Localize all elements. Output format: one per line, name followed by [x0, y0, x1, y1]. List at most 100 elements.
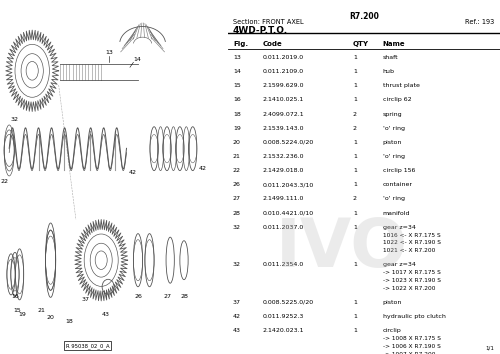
- Text: Name: Name: [383, 41, 406, 47]
- Text: 1: 1: [353, 262, 356, 267]
- Text: 14: 14: [134, 57, 141, 62]
- Text: 2: 2: [353, 126, 357, 131]
- Text: 2.1599.629.0: 2.1599.629.0: [263, 83, 304, 88]
- Text: piston: piston: [383, 140, 402, 145]
- Text: Section: FRONT AXEL: Section: FRONT AXEL: [233, 19, 304, 25]
- Text: 1: 1: [353, 83, 356, 88]
- Text: 16: 16: [233, 97, 240, 102]
- Text: circlip 156: circlip 156: [383, 168, 415, 173]
- Text: 26: 26: [233, 182, 241, 187]
- Text: -> 1006 X R7.190 S: -> 1006 X R7.190 S: [383, 344, 440, 349]
- Text: 32: 32: [233, 262, 241, 267]
- Text: circlip 62: circlip 62: [383, 97, 412, 102]
- Text: -> 1017 X R7.175 S: -> 1017 X R7.175 S: [383, 270, 440, 275]
- Text: Code: Code: [263, 41, 282, 47]
- Text: 1022 <- X R7.190 S: 1022 <- X R7.190 S: [383, 240, 441, 245]
- Text: gear z=34: gear z=34: [383, 262, 416, 267]
- Text: 1021 <- X R7.200: 1021 <- X R7.200: [383, 248, 435, 253]
- Text: shaft: shaft: [383, 55, 398, 60]
- Text: 1: 1: [353, 225, 356, 230]
- Text: 28: 28: [180, 294, 188, 299]
- Text: -> 1008 X R7.175 S: -> 1008 X R7.175 S: [383, 336, 441, 341]
- Text: 1: 1: [353, 154, 356, 159]
- Text: 13: 13: [233, 55, 241, 60]
- Text: R7.200: R7.200: [349, 12, 378, 21]
- Text: 1: 1: [353, 300, 356, 305]
- Text: 19: 19: [233, 126, 241, 131]
- Text: R 95038_02_0_A: R 95038_02_0_A: [66, 343, 109, 349]
- Text: 43: 43: [102, 312, 110, 316]
- Text: 2.1532.236.0: 2.1532.236.0: [263, 154, 304, 159]
- Text: 0.011.2037.0: 0.011.2037.0: [263, 225, 304, 230]
- Text: 'o' ring: 'o' ring: [383, 154, 405, 159]
- Text: 1: 1: [353, 69, 356, 74]
- Text: 13: 13: [106, 50, 113, 55]
- Text: IVO: IVO: [276, 215, 408, 281]
- Text: 18: 18: [65, 319, 73, 324]
- Text: 37: 37: [81, 297, 89, 302]
- Text: 43: 43: [233, 328, 241, 333]
- Text: Fig.: Fig.: [233, 41, 248, 47]
- Text: 27: 27: [164, 294, 172, 299]
- Text: 'o' ring: 'o' ring: [383, 196, 405, 201]
- Text: gear z=34: gear z=34: [383, 225, 416, 230]
- Text: hub: hub: [383, 69, 395, 74]
- Text: 14: 14: [233, 69, 241, 74]
- Text: 0.011.2043.3/10: 0.011.2043.3/10: [263, 182, 314, 187]
- Text: 26: 26: [134, 294, 142, 299]
- Text: 22: 22: [0, 179, 8, 184]
- Text: 0.011.9252.3: 0.011.9252.3: [263, 314, 304, 319]
- Text: 28: 28: [233, 211, 241, 216]
- Text: 21: 21: [38, 308, 46, 313]
- Text: 2.1499.111.0: 2.1499.111.0: [263, 196, 304, 201]
- Text: 2.4099.072.1: 2.4099.072.1: [263, 112, 304, 116]
- Text: 19: 19: [18, 312, 26, 316]
- Text: 0.011.2354.0: 0.011.2354.0: [263, 262, 304, 267]
- Text: -> 1022 X R7.200: -> 1022 X R7.200: [383, 286, 436, 291]
- Text: 1/1: 1/1: [486, 346, 494, 350]
- Text: 4WD-P.T.O.: 4WD-P.T.O.: [233, 26, 288, 35]
- Text: QTY: QTY: [353, 41, 369, 47]
- Text: 42: 42: [198, 166, 206, 171]
- Text: 20: 20: [233, 140, 241, 145]
- Text: 1: 1: [353, 140, 356, 145]
- Text: 37: 37: [233, 300, 241, 305]
- Text: 22: 22: [233, 168, 241, 173]
- Text: 32: 32: [233, 225, 241, 230]
- Text: 0.010.4421.0/10: 0.010.4421.0/10: [263, 211, 314, 216]
- Text: -> 1023 X R7.190 S: -> 1023 X R7.190 S: [383, 278, 441, 283]
- Text: container: container: [383, 182, 413, 187]
- Text: 1: 1: [353, 97, 356, 102]
- Text: 16: 16: [11, 294, 19, 299]
- Text: 1: 1: [353, 168, 356, 173]
- Text: 1016 <- X R7.175 S: 1016 <- X R7.175 S: [383, 233, 440, 238]
- Text: -> 1007 X R7.200: -> 1007 X R7.200: [383, 352, 436, 354]
- Text: 0.011.2109.0: 0.011.2109.0: [263, 69, 304, 74]
- Text: 42: 42: [129, 170, 137, 175]
- Text: 1: 1: [353, 328, 356, 333]
- Text: 42: 42: [233, 314, 241, 319]
- Text: 2.1539.143.0: 2.1539.143.0: [263, 126, 304, 131]
- Text: 2.1429.018.0: 2.1429.018.0: [263, 168, 304, 173]
- Text: 2: 2: [353, 112, 357, 116]
- Text: hydraulic pto clutch: hydraulic pto clutch: [383, 314, 446, 319]
- Text: 2: 2: [353, 196, 357, 201]
- Text: 15: 15: [233, 83, 240, 88]
- Text: 1: 1: [353, 211, 356, 216]
- Text: 27: 27: [233, 196, 241, 201]
- Text: thrust plate: thrust plate: [383, 83, 420, 88]
- Text: 2.1420.023.1: 2.1420.023.1: [263, 328, 304, 333]
- Text: 32: 32: [11, 117, 19, 122]
- Text: spring: spring: [383, 112, 402, 116]
- Text: 20: 20: [46, 315, 54, 320]
- Text: 15: 15: [14, 308, 21, 313]
- Text: piston: piston: [383, 300, 402, 305]
- Text: 1: 1: [353, 55, 356, 60]
- Text: Ref.: 193: Ref.: 193: [466, 19, 494, 25]
- Text: 1: 1: [353, 182, 356, 187]
- Text: 18: 18: [233, 112, 240, 116]
- Text: 2.1410.025.1: 2.1410.025.1: [263, 97, 304, 102]
- Text: 0.008.5225.0/20: 0.008.5225.0/20: [263, 300, 314, 305]
- Text: 0.008.5224.0/20: 0.008.5224.0/20: [263, 140, 314, 145]
- Text: 21: 21: [233, 154, 241, 159]
